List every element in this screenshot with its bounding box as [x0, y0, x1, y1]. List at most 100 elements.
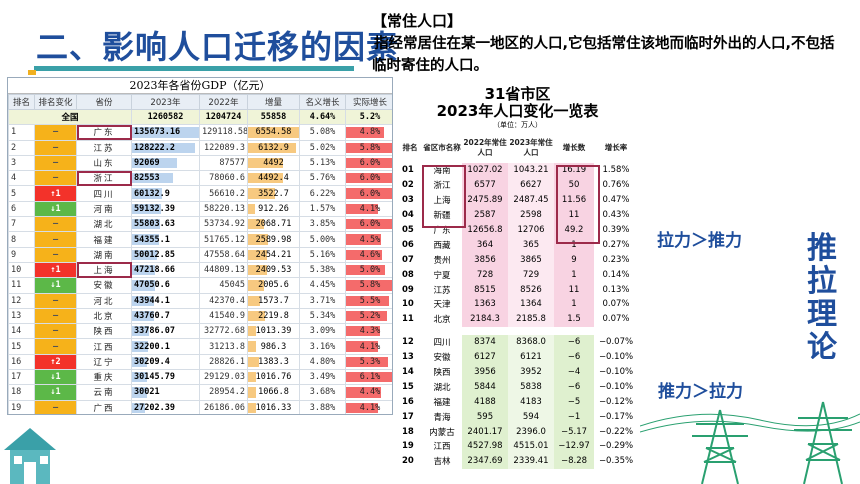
pop-rate-cell: 0.76%: [602, 180, 630, 191]
title-underline: [34, 66, 354, 71]
pop-name-cell: 贵州: [433, 255, 451, 266]
gdp-real-growth-value: 4.5%: [359, 234, 381, 245]
gdp-bar: [132, 127, 199, 138]
gdp-rank-cell: 17: [8, 369, 35, 386]
pop-name-cell: 湖北: [433, 382, 451, 393]
real-growth-bar: [346, 356, 388, 368]
highlight-box-names: [422, 165, 466, 228]
gdp-bar: [132, 142, 196, 153]
gdp-province-cell: 福建: [76, 231, 132, 248]
pop-p2023-cell: 594: [508, 409, 554, 425]
gdp-real-growth-cell: 4.3%: [345, 323, 392, 340]
real-growth-bar: [346, 157, 392, 169]
gdp-rank-cell: 9: [8, 246, 35, 263]
pop-rate-cell: −0.10%: [598, 367, 634, 378]
gdp-2022-cell: 78060.6: [199, 170, 248, 187]
gdp-increase-cell: 4492: [247, 154, 300, 172]
pop-p2023-cell: 6627: [508, 177, 554, 193]
gdp-nominal-growth-cell: 1.57%: [299, 200, 346, 218]
gdp-bar: [132, 188, 162, 199]
increase-bar: [248, 219, 265, 230]
pop-name-cell: 广东: [433, 226, 451, 236]
gdp-real-growth-value: 4.3%: [359, 326, 381, 337]
gdp-real-growth-value: 6.0%: [359, 158, 381, 169]
pop-table-row: 16 福建 4188 4183 −5 −0.12%: [398, 394, 638, 410]
gdp-rank-change-cell: —: [34, 292, 77, 309]
gdp-increase-cell: 1016.33: [247, 399, 300, 414]
pop-rank-cell: 03: [402, 195, 414, 206]
gdp-real-growth-cell: 6.0%: [345, 216, 392, 233]
gdp-rank-cell: 5: [8, 185, 35, 202]
gdp-2023-value: 32200.1: [134, 341, 170, 352]
increase-bar: [248, 249, 268, 260]
pop-rate-cell: −0.12%: [598, 396, 634, 407]
gdp-table-row: 8— 福建 54355.1 51765.12 2589.98 5.00% 4.5%: [8, 231, 392, 248]
gdp-real-growth-cell: 6.0%: [345, 154, 392, 172]
theory-char: 论: [807, 330, 837, 365]
pop-inc-cell: −12.97: [554, 439, 594, 454]
gdp-header-cell: 排名变化: [34, 94, 77, 110]
gdp-increase-cell: 2219.8: [247, 307, 300, 325]
increase-bar: [248, 280, 264, 291]
pop-table-row: 20 吉林 2347.69 2339.41 −8.28 −0.35%: [398, 453, 638, 469]
increase-bar: [248, 356, 259, 368]
real-growth-bar: [346, 387, 381, 398]
pop-p2023-cell: 6121: [508, 349, 554, 365]
gdp-2022-cell: 28954.2: [199, 384, 248, 401]
gdp-increase-value: 1016.33: [255, 402, 292, 413]
pop-p2022-cell: 4188: [462, 394, 508, 410]
pop-p2022-cell: 6577: [462, 177, 508, 193]
pop-p2023-cell: 2396.0: [508, 424, 554, 440]
pop-header-cell: 2022年常住人口: [463, 138, 507, 157]
gdp-2023-value: 30145.79: [134, 372, 175, 383]
pop-rate-cell: 0.07%: [602, 314, 630, 325]
gdp-nominal-growth-cell: 6.22%: [299, 185, 346, 202]
pop-p2022-cell: 1363: [462, 297, 508, 312]
gdp-rank-cell: 3: [8, 154, 35, 172]
gdp-table: 排名 排名变化 省份 2023年 2022年 增量 名义增长 实际增长 全国 1260582 12…: [8, 94, 392, 414]
gdp-rank-cell: 18: [8, 384, 35, 401]
pop-rate-cell: 0.07%: [602, 299, 630, 310]
definition-heading: 【常住人口】: [372, 12, 463, 30]
pop-p2023-cell: 4515.01: [508, 439, 554, 454]
gdp-increase-value: 2454.21: [255, 249, 292, 260]
gdp-real-growth-value: 5.2%: [359, 311, 381, 321]
gdp-real-growth-value: 5.8%: [359, 280, 381, 291]
pop-rate-cell: −0.10%: [598, 352, 634, 363]
pop-rank-cell: 09: [402, 284, 414, 295]
gdp-real-growth-value: 6.1%: [359, 372, 381, 383]
pop-table-row: 08 宁夏 728 729 1 0.14%: [398, 267, 638, 283]
pop-table-row: 15 湖北 5844 5838 −6 −0.10%: [398, 379, 638, 395]
gdp-table-row: 6 ↓1 河南 59132.39 58220.13 912.26 1.57% 4.1%: [8, 200, 392, 218]
gdp-province-cell: 上海: [76, 261, 132, 279]
gdp-2022-cell: 87577: [199, 154, 248, 172]
increase-bar: [248, 203, 256, 215]
gdp-increase-cell: 912.26: [247, 200, 300, 218]
increase-bar: [248, 157, 283, 169]
increase-bar: [248, 387, 257, 398]
pop-name-cell: 海南: [433, 166, 451, 177]
pop-inc-cell: −6: [554, 334, 594, 350]
gdp-rank-change-cell: —: [34, 231, 77, 248]
increase-bar: [248, 234, 269, 245]
gdp-table-row: 4— 浙江 82553 78060.6 4492.4 5.76% 6.0%: [8, 170, 392, 187]
gdp-increase-cell: 2589.98: [247, 231, 300, 248]
gdp-increase-cell: 6554.58: [247, 124, 300, 141]
gdp-table-title: 2023年各省份GDP（亿元）: [8, 78, 392, 94]
pop-rank-cell: 01: [402, 165, 414, 176]
pop-rate-cell: −0.17%: [598, 411, 634, 422]
gdp-2022-cell: 44809.13: [199, 261, 248, 279]
pop-p2022-cell: 595: [462, 409, 508, 425]
gdp-2023-cell: 47050.6: [131, 277, 200, 294]
gdp-real-growth-cell: 5.5%: [345, 292, 392, 309]
pop-rank-cell: 07: [402, 254, 414, 265]
pop-p2023-cell: 2185.8: [508, 311, 554, 327]
gdp-table-row: 17 ↓1 重庆 30145.79 29129.03 1016.76 3.49% 6.1%: [8, 369, 392, 386]
gdp-rank-cell: 15: [8, 338, 35, 355]
increase-bar: [248, 264, 267, 276]
gdp-header-cell: 增量: [247, 94, 300, 110]
gdp-increase-cell: 2068.71: [247, 216, 300, 233]
pop-name-cell: 陕西: [433, 368, 451, 379]
power-line-icon: [640, 413, 860, 433]
power-tower-icon: [692, 409, 748, 484]
